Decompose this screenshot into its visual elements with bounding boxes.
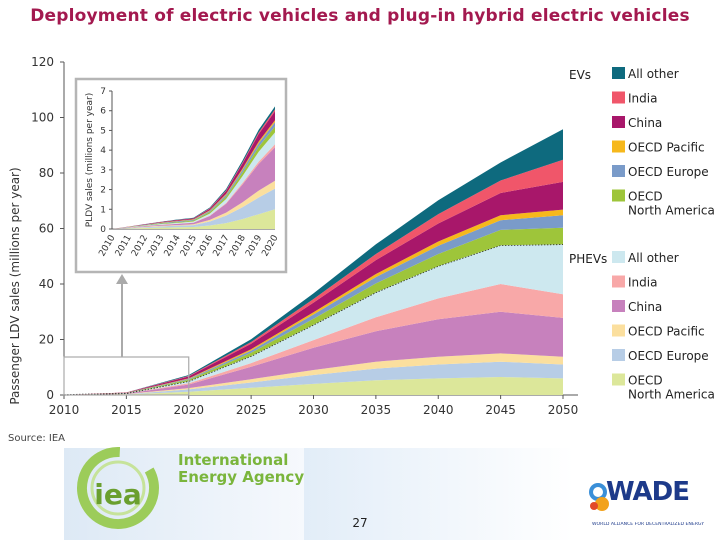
inset-y-axis-title: PLDV sales (millions per year): [85, 93, 95, 227]
main-area-1: [64, 377, 563, 395]
inset-area-4: [112, 147, 275, 229]
x-tick-label: 2030: [298, 403, 329, 417]
main-area-11: [64, 159, 563, 395]
y-axis-title: Passenger LDV sales (millions per year): [8, 167, 22, 404]
iea-logo-icon: iea: [77, 447, 159, 529]
inset-y-tick-label: 7: [100, 87, 106, 97]
legend-label: OECD: [628, 374, 663, 388]
legend-label: All other: [628, 67, 679, 81]
legend-label: OECD Europe: [628, 165, 709, 179]
inset-y-tick-label: 6: [100, 107, 106, 117]
iea-name: International Energy Agency: [178, 452, 304, 486]
x-tick-label: 2050: [548, 403, 579, 417]
legend-swatch: [612, 189, 625, 202]
legend-swatch: [612, 373, 625, 386]
main-area-3: [64, 353, 563, 395]
x-tick-label: 2045: [485, 403, 516, 417]
legend-label: OECD Pacific: [628, 325, 705, 339]
main-area-7: [64, 227, 563, 395]
legend-swatch: [612, 91, 625, 104]
wade-wordmark: WADE: [606, 477, 690, 507]
legend-label: China: [628, 300, 662, 314]
y-tick-label: 60: [39, 222, 54, 236]
legend-label: North America: [628, 204, 715, 218]
zoom-arrow-head: [116, 274, 128, 284]
legend-swatch: [612, 300, 625, 312]
inset-area-1: [112, 209, 275, 229]
page-number: 27: [352, 516, 368, 530]
y-tick-label: 120: [31, 55, 54, 69]
x-tick-label: 2025: [236, 403, 267, 417]
legend-swatch: [612, 324, 625, 337]
legend-label: India: [628, 92, 657, 106]
y-tick-label: 80: [39, 166, 54, 180]
inset-area-6: [112, 132, 275, 229]
wade-logo-icon: [589, 483, 609, 511]
inset-plot: 0123456720102011201220132014201520162017…: [74, 77, 288, 274]
inset-y-tick-label: 0: [100, 225, 106, 235]
legend: EVs All other India China OECD Pacific OECD E…: [569, 67, 715, 402]
legend-label: China: [628, 116, 662, 130]
legend-label: OECD Pacific: [628, 141, 705, 155]
x-tick-label: 2040: [423, 403, 454, 417]
inset-y-tick-label: 1: [100, 205, 106, 215]
iea-mark-text: iea: [94, 478, 141, 511]
legend-label: OECD Europe: [628, 349, 709, 363]
x-tick-label: 2015: [111, 403, 142, 417]
y-tick-label: 100: [31, 111, 54, 125]
legend-group-label: PHEVs: [569, 252, 607, 266]
inset-y-tick-label: 5: [100, 126, 106, 136]
x-tick-label: 2020: [173, 403, 204, 417]
x-tick-label: 2035: [361, 403, 392, 417]
zoom-box: [63, 356, 190, 396]
iea-name-line1: International: [178, 451, 289, 469]
legend-label: OECD: [628, 190, 663, 204]
iea-name-line2: Energy Agency: [178, 468, 305, 486]
legend-swatch: [612, 349, 625, 361]
y-tick-label: 40: [39, 277, 54, 291]
legend-label: North America: [628, 388, 715, 402]
inset-y-tick-label: 3: [100, 166, 106, 176]
legend-swatch: [612, 251, 625, 263]
legend-swatch: [612, 116, 625, 128]
wade-subtitle: WORLD ALLIANCE FOR DECENTRALIZED ENERGY: [592, 522, 705, 527]
legend-swatch: [612, 67, 625, 79]
main-area-2: [64, 361, 563, 395]
source-note: Source: IEA: [8, 433, 66, 444]
legend-label: All other: [628, 251, 679, 265]
main-area-6: [64, 244, 563, 395]
inset-y-tick-label: 4: [100, 146, 106, 156]
legend-label: India: [628, 276, 657, 290]
chart-title: Deployment of electric vehicles and plug…: [30, 6, 690, 26]
inset-y-tick-label: 2: [100, 186, 106, 196]
main-area-5: [64, 284, 563, 395]
inset-area-3: [112, 180, 275, 229]
footer-right-panel: [304, 448, 720, 540]
y-tick-label: 0: [46, 388, 54, 402]
x-tick-label: 2010: [49, 403, 80, 417]
main-area-10: [64, 181, 563, 395]
legend-swatch: [612, 140, 625, 153]
inset-area-2: [112, 188, 275, 229]
legend-swatch: [612, 275, 625, 288]
main-area-4: [64, 311, 563, 395]
legend-swatch: [612, 165, 625, 177]
phev-total-dotted-line: [63, 243, 564, 396]
legend-group-label: EVs: [569, 68, 591, 82]
y-tick-label: 20: [39, 333, 54, 347]
